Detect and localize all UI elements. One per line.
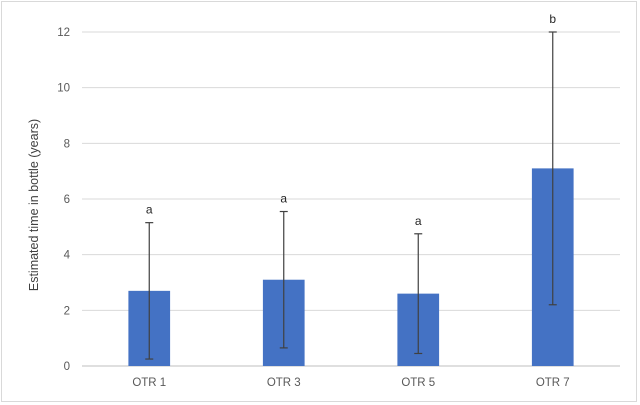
- x-tick-label: OTR 5: [401, 377, 435, 389]
- error-bars: [145, 31, 557, 360]
- significance-letter: a: [280, 192, 287, 206]
- x-tick-label: OTR 3: [267, 377, 301, 389]
- y-tick-label: 12: [57, 27, 70, 39]
- y-tick-label: 10: [57, 83, 70, 95]
- y-tick-label: 4: [64, 250, 71, 262]
- y-tick-label: 0: [64, 361, 70, 373]
- y-tick-label: 2: [64, 305, 70, 317]
- significance-letter: a: [415, 214, 422, 228]
- significance-labels: a a a b: [146, 12, 557, 228]
- y-axis-title: Estimated time in bottle (years): [27, 119, 41, 291]
- y-tick-label: 8: [64, 138, 70, 150]
- gridlines: [82, 31, 620, 367]
- error-bar: [548, 31, 557, 306]
- significance-letter: a: [146, 203, 153, 217]
- significance-letter: b: [549, 12, 556, 26]
- y-tick-label: 6: [64, 194, 70, 206]
- x-tick-label: OTR 1: [132, 377, 166, 389]
- x-tick-labels: OTR 1 OTR 3 OTR 5 OTR 7: [132, 377, 569, 389]
- y-tick-labels: 0 2 4 6 8 10 12: [57, 27, 70, 373]
- x-tick-label: OTR 7: [536, 377, 570, 389]
- bars: [128, 168, 574, 366]
- error-bar: [279, 210, 288, 349]
- error-bar: [414, 233, 423, 355]
- error-bar: [145, 222, 154, 360]
